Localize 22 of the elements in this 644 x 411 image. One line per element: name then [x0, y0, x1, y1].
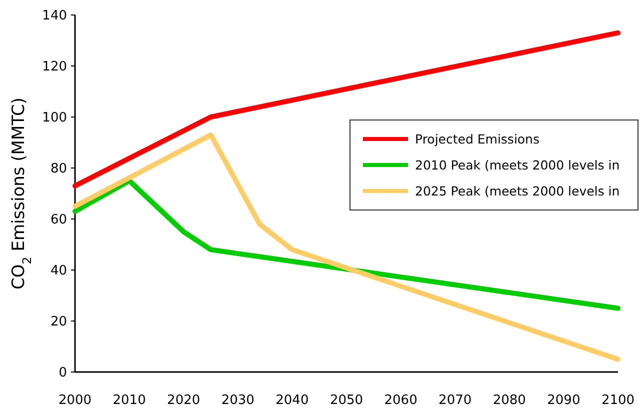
legend-label: 2010 Peak (meets 2000 levels in [415, 157, 620, 172]
y-tick-label: 140 [42, 8, 67, 24]
y-tick-label: 40 [50, 264, 67, 279]
legend-label: Projected Emissions [415, 131, 540, 146]
x-tick-label: 2020 [167, 393, 200, 408]
y-tick-label: 100 [42, 110, 67, 126]
y-tick-label: 0 [58, 366, 67, 381]
x-tick-label: 2050 [330, 393, 364, 408]
y-tick-label: 120 [42, 60, 67, 75]
legend-label: 2025 Peak (meets 2000 levels in [415, 183, 620, 198]
y-tick-label: 80 [50, 162, 67, 177]
x-tick-label: 2030 [221, 393, 254, 408]
x-tick-label: 2010 [112, 393, 146, 408]
x-tick-label: 2000 [58, 393, 92, 408]
x-tick-label: 2100 [601, 393, 635, 408]
x-tick-label: 2090 [547, 393, 580, 408]
x-tick-label: 2070 [438, 393, 472, 408]
y-tick-label: 60 [50, 212, 67, 228]
x-tick-label: 2080 [492, 393, 526, 408]
y-tick-label: 20 [50, 314, 67, 330]
x-tick-label: 2040 [276, 393, 309, 408]
x-tick-label: 2060 [384, 393, 418, 408]
